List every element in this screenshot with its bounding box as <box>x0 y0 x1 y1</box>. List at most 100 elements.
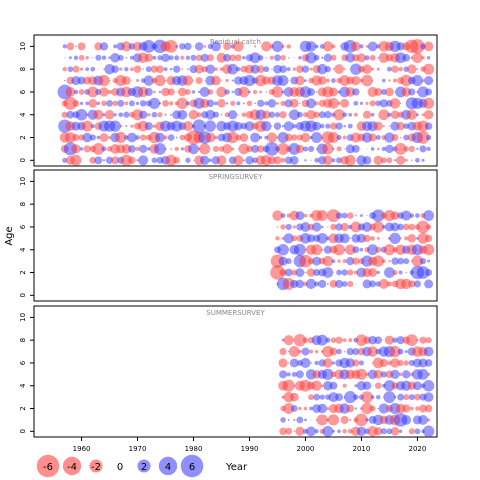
x-axis-label: Year <box>225 462 248 473</box>
residual-bubble <box>72 133 80 142</box>
residual-bubble <box>96 135 101 140</box>
residual-bubble <box>318 279 327 288</box>
residual-bubble <box>181 68 184 71</box>
residual-bubble <box>279 268 287 277</box>
residual-bubble <box>170 147 173 150</box>
residual-bubble <box>369 280 377 288</box>
residual-bubble <box>256 65 265 74</box>
residual-bubble <box>304 248 307 251</box>
residual-bubble <box>288 114 290 116</box>
residual-bubble <box>322 41 333 52</box>
residual-bubble <box>362 64 372 75</box>
residual-bubble <box>158 102 162 105</box>
residual-bubble <box>422 283 424 285</box>
residual-bubble <box>355 413 368 427</box>
residual-bubble <box>71 144 81 154</box>
residual-bubble <box>342 429 347 434</box>
residual-bubble <box>418 414 428 425</box>
residual-bubble <box>398 429 403 434</box>
residual-bubble <box>331 361 336 365</box>
y-tick-label: 10 <box>19 313 27 322</box>
residual-bubble <box>293 243 306 256</box>
residual-bubble <box>279 347 287 356</box>
residual-bubble <box>306 426 316 437</box>
residual-bubble <box>400 74 412 87</box>
panel-frame <box>33 169 438 302</box>
residual-bubble <box>399 102 402 105</box>
residual-bubble <box>98 74 110 87</box>
residual-bubble <box>153 90 156 94</box>
residual-bubble <box>412 52 423 64</box>
residual-bubble <box>145 66 152 73</box>
residual-bubble <box>421 79 425 83</box>
residual-bubble <box>391 257 399 265</box>
legend-label: 4 <box>165 462 171 473</box>
residual-bubble <box>262 110 271 119</box>
residual-bubble <box>212 111 220 118</box>
residual-bubble <box>401 415 412 425</box>
residual-bubble <box>215 125 217 127</box>
residual-bubble <box>402 223 410 231</box>
residual-bubble <box>283 233 294 244</box>
residual-bubble <box>404 350 408 354</box>
residual-bubble <box>62 157 68 163</box>
legend-label: -2 <box>91 462 101 473</box>
residual-bubble <box>321 248 324 251</box>
residual-bubble <box>144 87 153 97</box>
residual-bubble <box>422 425 435 438</box>
residual-bubble <box>62 44 67 49</box>
residual-bubble <box>153 142 166 155</box>
residual-bubble <box>265 91 267 93</box>
residual-bubble <box>236 66 241 72</box>
residual-bubble <box>304 159 307 162</box>
residual-bubble <box>380 88 387 95</box>
residual-bubble <box>199 86 210 97</box>
residual-bubble <box>238 86 250 98</box>
residual-bubble <box>409 213 415 218</box>
residual-bubble <box>317 76 327 85</box>
residual-bubble <box>257 55 264 61</box>
residual-bubble <box>328 392 339 403</box>
residual-bubble <box>290 405 298 412</box>
residual-bubble <box>349 237 351 240</box>
residual-bubble <box>376 270 380 275</box>
residual-bubble <box>307 234 316 243</box>
residual-bubble <box>161 53 170 62</box>
residual-bubble <box>223 42 231 51</box>
residual-bubble <box>403 123 410 129</box>
residual-bubble <box>375 135 381 141</box>
residual-bubble <box>256 145 265 153</box>
residual-bubble <box>304 79 307 82</box>
residual-bubble <box>345 358 355 368</box>
residual-bubble <box>352 88 360 96</box>
residual-bubble <box>286 67 291 72</box>
residual-bubble <box>421 56 425 60</box>
residual-bubble <box>396 336 405 345</box>
residual-bubble <box>214 67 218 72</box>
residual-bubble <box>314 101 319 106</box>
residual-bubble <box>416 220 430 234</box>
residual-bubble <box>326 283 329 285</box>
residual-bubble <box>259 135 263 140</box>
residual-bubble <box>358 360 364 366</box>
residual-bubble <box>120 154 133 166</box>
residual-bubble <box>308 394 315 401</box>
residual-bubble <box>422 244 435 256</box>
residual-bubble <box>419 257 427 265</box>
y-tick-label: 6 <box>19 360 27 365</box>
residual-bubble <box>243 74 256 87</box>
residual-bubble <box>163 135 168 140</box>
residual-bubble <box>426 418 431 422</box>
residual-bubble <box>389 232 401 245</box>
residual-bubble <box>233 155 244 166</box>
residual-bubble <box>242 159 245 162</box>
residual-bubble <box>390 110 400 119</box>
residual-bubble <box>381 225 386 229</box>
residual-bubble <box>335 122 343 130</box>
residual-bubble <box>305 41 317 52</box>
legend-bubble <box>158 456 178 476</box>
residual-bubble <box>90 66 96 72</box>
residual-bubble <box>322 267 334 278</box>
residual-bubble <box>177 109 188 120</box>
residual-bubble <box>271 68 273 70</box>
